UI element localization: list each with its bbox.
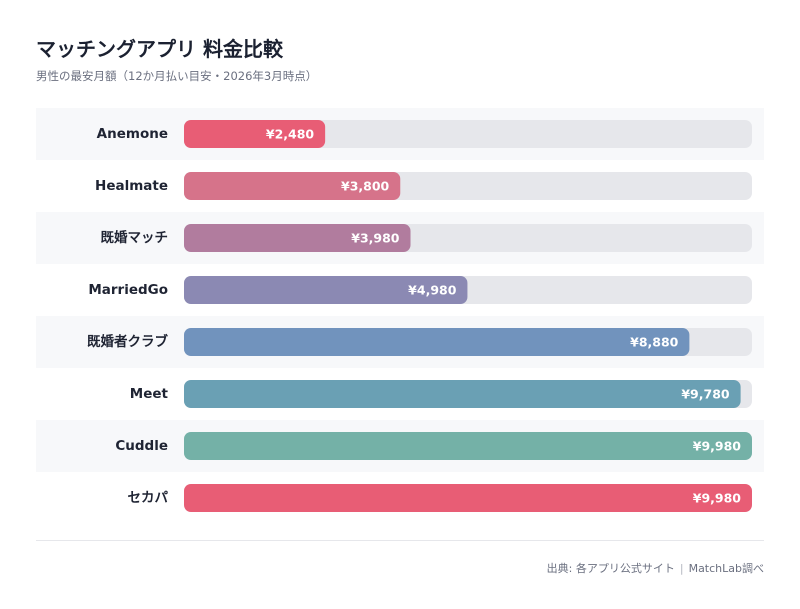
bar xyxy=(184,120,326,148)
source-note: 出典: 各アプリ公式サイト | MatchLab調べ xyxy=(547,560,764,576)
bar xyxy=(184,224,411,252)
value-label: ¥4,980 xyxy=(408,283,457,298)
category-label: Cuddle xyxy=(115,438,168,454)
chart-subtitle: 男性の最安月額（12か月払い目安・2026年3月時点） xyxy=(36,69,318,83)
bar xyxy=(184,276,468,304)
bar-track xyxy=(184,120,752,148)
value-label: ¥9,780 xyxy=(681,387,730,402)
category-label: MarriedGo xyxy=(88,282,168,298)
value-label: ¥9,980 xyxy=(693,439,742,454)
source-text: 出典: 各アプリ公式サイト xyxy=(546,562,675,575)
category-label: 既婚者クラブ xyxy=(87,333,168,350)
bar xyxy=(184,328,690,356)
chart-title: マッチングアプリ 料金比較 xyxy=(36,37,283,61)
category-label: Meet xyxy=(130,386,169,402)
category-label: 既婚マッチ xyxy=(101,229,169,246)
bar xyxy=(184,172,401,200)
credit-text: MatchLab調べ xyxy=(688,562,764,575)
value-label: ¥2,480 xyxy=(266,127,315,142)
category-label: Healmate xyxy=(95,178,168,194)
bar xyxy=(184,432,752,460)
category-label: セカパ xyxy=(128,490,169,506)
bar xyxy=(184,484,752,512)
category-label: Anemone xyxy=(97,126,168,142)
value-label: ¥3,980 xyxy=(351,231,400,246)
footer-separator: | xyxy=(679,562,684,575)
bar xyxy=(184,380,741,408)
value-label: ¥9,980 xyxy=(693,491,742,506)
value-label: ¥3,800 xyxy=(341,179,390,194)
value-label: ¥8,880 xyxy=(630,335,679,350)
footer-divider xyxy=(36,540,764,541)
